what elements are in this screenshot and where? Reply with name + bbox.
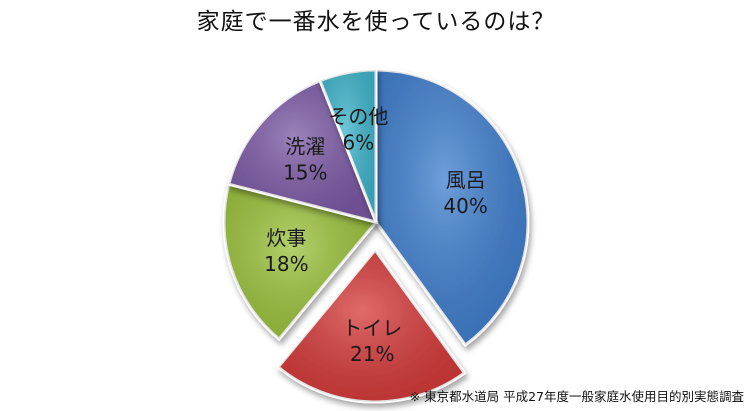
- slice-value-other: 6%: [342, 130, 374, 154]
- slice-value-cooking: 18%: [264, 252, 308, 276]
- pie-slice-cooking: [222, 182, 379, 342]
- chart-title: 家庭で一番水を使っているのは？: [196, 9, 556, 35]
- source-note: ※ 東京都水道局 平成27年度一般家庭水使用目的別実態調査: [409, 389, 744, 404]
- pie-slice-bath: [374, 68, 530, 348]
- pie-slice-toilet: [276, 247, 467, 404]
- slice-value-toilet: 21%: [350, 342, 394, 366]
- slice-label-cooking: 炊事: [266, 226, 306, 250]
- slice-label-toilet: トイレ: [342, 316, 402, 340]
- pie-slice-laundry: [226, 78, 379, 225]
- slice-value-laundry: 15%: [283, 161, 327, 185]
- slice-label-laundry: 洗濯: [285, 135, 325, 159]
- slice-label-bath: 風呂: [446, 168, 486, 192]
- slice-value-bath: 40%: [443, 194, 487, 218]
- pie-slice-other: [318, 68, 378, 223]
- slice-label-other: その他: [328, 104, 388, 128]
